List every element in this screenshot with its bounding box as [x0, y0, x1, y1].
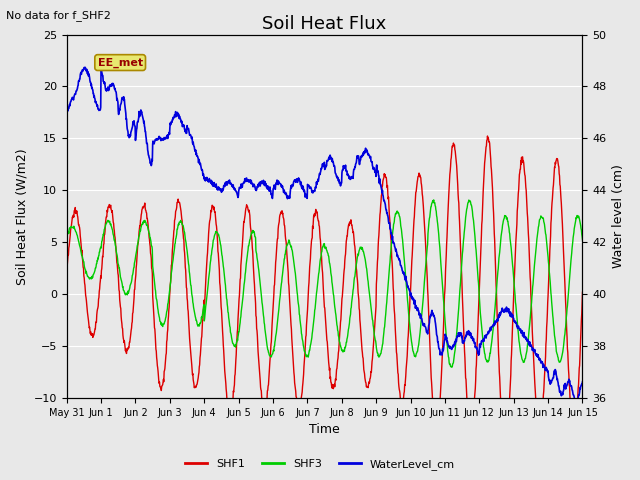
SHF1	[165, 307, 173, 313]
SHF1	[404, 333, 412, 338]
SHF3	[472, 251, 480, 257]
Text: EE_met: EE_met	[98, 58, 143, 68]
Title: Soil Heat Flux: Soil Heat Flux	[262, 15, 387, 33]
SHF1	[472, 378, 479, 384]
SHF1	[484, 133, 492, 139]
WaterLevel_cm	[518, 329, 525, 335]
SHF1	[236, 296, 243, 302]
Line: WaterLevel_cm: WaterLevel_cm	[67, 67, 582, 404]
SHF3	[448, 364, 456, 370]
WaterLevel_cm	[178, 118, 186, 124]
SHF1	[63, 268, 70, 274]
SHF1	[579, 289, 586, 295]
SHF3	[236, 329, 243, 335]
WaterLevel_cm	[472, 345, 480, 350]
Y-axis label: Soil Heat Flux (W/m2): Soil Heat Flux (W/m2)	[15, 148, 28, 285]
SHF3	[404, 306, 412, 312]
WaterLevel_cm	[579, 379, 586, 384]
WaterLevel_cm	[404, 286, 412, 291]
SHF3	[518, 356, 525, 361]
SHF1	[177, 212, 185, 218]
SHF3	[430, 197, 438, 203]
Line: SHF3: SHF3	[67, 200, 582, 367]
SHF3	[579, 237, 586, 242]
SHF1	[518, 160, 525, 166]
SHF1	[501, 447, 509, 453]
Y-axis label: Water level (cm): Water level (cm)	[612, 164, 625, 268]
Text: No data for f_SHF2: No data for f_SHF2	[6, 10, 111, 21]
SHF3	[165, 294, 173, 300]
WaterLevel_cm	[572, 401, 579, 407]
WaterLevel_cm	[236, 184, 243, 190]
SHF3	[63, 235, 70, 240]
X-axis label: Time: Time	[309, 423, 340, 436]
WaterLevel_cm	[63, 110, 70, 116]
WaterLevel_cm	[81, 64, 89, 70]
WaterLevel_cm	[165, 130, 173, 135]
Line: SHF1: SHF1	[67, 136, 582, 450]
Legend: SHF1, SHF3, WaterLevel_cm: SHF1, SHF3, WaterLevel_cm	[180, 455, 460, 474]
SHF3	[177, 219, 185, 225]
